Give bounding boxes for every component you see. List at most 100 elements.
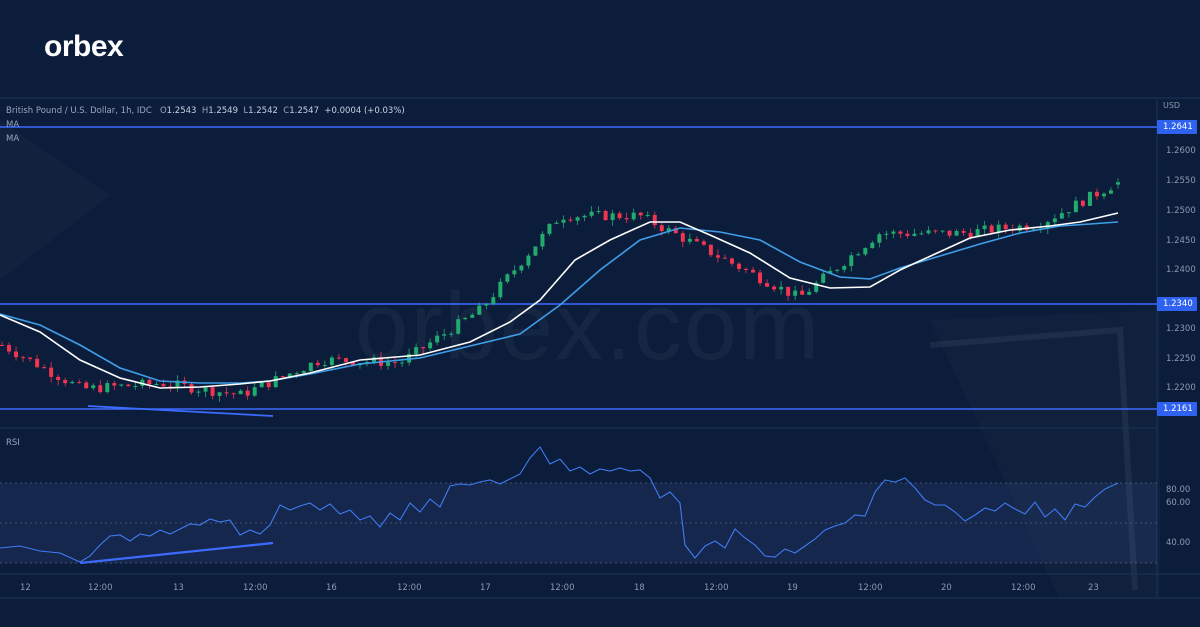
price-tick: 1.2250 [1166,354,1196,364]
candle-body [800,290,805,295]
candle-body [828,270,833,274]
candle-body [722,257,727,259]
candle-body [933,230,938,232]
candle-body [856,254,861,256]
candle-body [70,381,75,384]
candle-body [758,272,763,284]
candle-body [1073,200,1078,213]
candle-body [56,376,61,381]
level-tag-support[interactable]: 1.2161 [1157,402,1197,416]
orbex-logo: orbex [44,30,124,64]
candle-body [1066,212,1071,214]
candle-body [673,228,678,234]
candle-body [982,225,987,230]
candle-body [779,286,784,290]
candle-body [477,305,482,315]
candle-body [708,244,713,256]
candle-body [350,362,355,366]
time-tick: 12:00 [243,583,268,593]
candle-body [329,357,334,365]
candle-body [624,218,629,220]
candle-body [119,384,124,386]
candle-body [421,347,426,349]
candle-body [287,373,292,377]
time-tick: 12:00 [858,583,883,593]
time-tick: 12:00 [1011,583,1036,593]
rsi-tick: 40.00 [1166,538,1191,548]
rsi-tick: 80.00 [1166,485,1191,495]
level-tag-resistance[interactable]: 1.2641 [1157,120,1197,134]
candle-body [694,238,699,242]
candle-body [996,224,1001,233]
level-tag-middle[interactable]: 1.2340 [1157,297,1197,311]
candle-body [1059,213,1064,219]
candle-body [98,385,103,393]
watermark: orbex.com [355,272,821,382]
rsi-divergence-line [79,541,274,565]
candle-body [1087,191,1092,206]
candle-body [975,229,980,238]
legend-ma2[interactable]: MA [6,134,20,144]
ma-slow-line [0,221,1119,384]
time-tick: 16 [326,583,337,593]
rsi-label[interactable]: RSI [6,438,20,448]
rsi-tick: 60.00 [1166,498,1191,508]
decor-stroke-right [929,326,1138,591]
legend-ma1[interactable]: MA [6,120,20,130]
candle-body [266,382,271,388]
time-tick: 12:00 [704,583,729,593]
candle-body [245,390,250,396]
candle-body [659,225,664,232]
candle-body [386,362,391,366]
candle-body [863,248,868,255]
candle-body [161,384,166,387]
legend-close-label: C [283,106,290,116]
candle-body [112,383,117,386]
legend-open: 1.2543 [166,106,197,116]
candle-body [491,297,496,304]
candle-body [301,371,306,374]
candle-body [729,258,734,264]
candle-body [42,367,47,369]
candle-body [175,380,180,387]
time-tick: 12 [20,583,31,593]
candle-body [1045,222,1050,229]
time-tick: 23 [1088,583,1099,593]
candle-body [203,387,208,392]
legend-low: 1.2542 [248,106,278,116]
candle-body [849,255,854,267]
candle-body [259,382,264,388]
candle-body [77,381,82,383]
candle-body [568,219,573,221]
candle-body [870,242,875,249]
candle-body [912,233,917,236]
candle-body [842,266,847,270]
candle-body [428,342,433,349]
candle-body [21,357,26,359]
legend-low-label: L [243,106,249,116]
rsi-line [0,446,1119,563]
candle-body [498,281,503,298]
candle-body [610,213,615,221]
time-tick: 20 [941,583,952,593]
candle-body [989,225,994,233]
candle-body [407,353,412,363]
candle-body [1052,218,1057,223]
candle-body [905,233,910,236]
candle-body [252,387,257,396]
candle-body [133,385,138,387]
candle-body [519,265,524,271]
time-tick: 17 [480,583,491,593]
candle-body [84,382,89,389]
candle-body [617,213,622,219]
candle-body [168,386,173,388]
candle-body [954,230,959,236]
legend-close: 1.2547 [289,106,319,116]
candle-body [554,222,559,224]
price-tick: 1.2450 [1166,236,1196,246]
candle-body [505,274,510,282]
candle-body [231,393,236,395]
rsi-band [0,483,1157,563]
price-tick: 1.2500 [1166,206,1196,216]
